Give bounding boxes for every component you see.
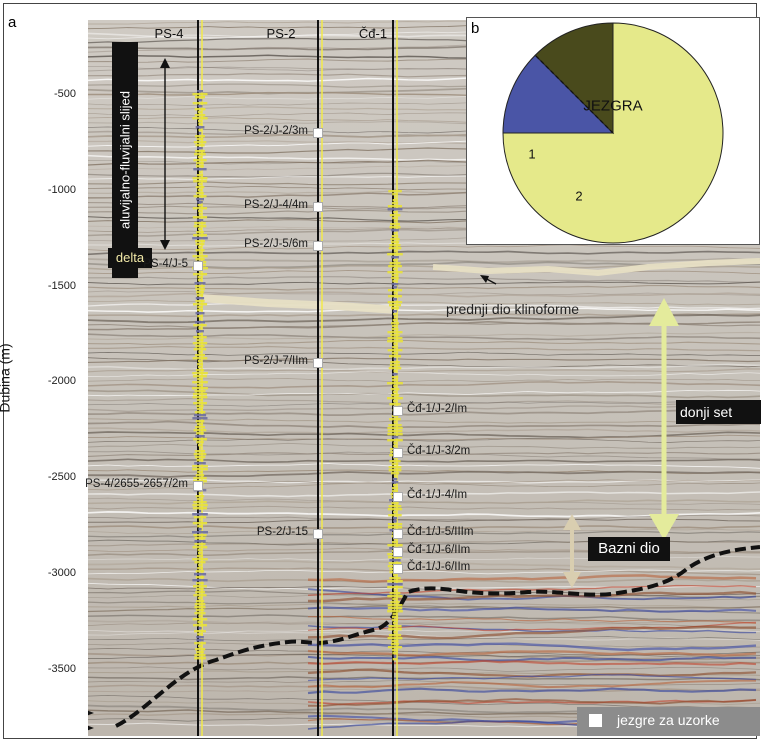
sample-label: PS-4/J-5	[143, 257, 188, 270]
strong-reflector	[307, 625, 757, 640]
sample-label: PS-2/J-4/4m	[244, 199, 308, 212]
pie-label: 2	[575, 188, 583, 204]
y-tick-label: -1000	[47, 183, 76, 196]
pie-slice	[534, 22, 614, 135]
sample-marker	[393, 406, 403, 416]
klinoforme-lower	[199, 294, 399, 314]
well-track-cd1	[387, 20, 403, 736]
sample-label: Čđ-1/J-3/2m	[407, 445, 471, 458]
klinoforme-label: prednji dio klinoforme	[446, 301, 580, 317]
y-tick-label: -2500	[47, 471, 76, 483]
sample-marker	[313, 128, 323, 139]
well-track-ps2	[317, 20, 323, 736]
y-tick-label: -1500	[47, 279, 76, 292]
sample-label: Čđ-1/J-6/IIm	[407, 543, 471, 556]
well-tracks	[192, 20, 403, 736]
panel-b-letter: b	[471, 20, 480, 37]
seismic-section	[88, 20, 760, 736]
legend-label: jezgre za uzorke	[617, 712, 720, 728]
donji-set-label: donji set	[676, 400, 761, 424]
y-axis-title: Dubina (m)	[0, 343, 13, 413]
base-horizon-line	[115, 545, 760, 728]
sample-marker	[193, 480, 203, 491]
strong-reflector	[307, 606, 757, 613]
sample-label: Čđ-1/J-2/Im	[407, 403, 468, 415]
alluvial-label-box	[112, 42, 138, 278]
sample-label: Čđ-1/J-4/Im	[407, 489, 468, 502]
legend-swatch	[589, 714, 602, 727]
sample-marker	[313, 528, 323, 539]
panel-a-letter: a	[8, 14, 17, 31]
sample-marker	[193, 260, 203, 271]
strong-reflector	[308, 590, 757, 603]
well-label-ps4: PS-4	[154, 26, 184, 41]
pie-divider	[534, 54, 614, 134]
sample-marker	[313, 241, 323, 252]
sample-label: Čđ-1/J-6/IIm	[407, 561, 471, 573]
delta-label: delta	[108, 248, 152, 268]
sample-label: PS-2/J-5/6m	[244, 238, 308, 251]
sample-label: PS-2/J-15	[256, 525, 308, 538]
sample-marker	[313, 202, 323, 213]
sample-marker	[393, 492, 403, 503]
strong-reflector	[308, 698, 757, 707]
pie-chart	[502, 22, 724, 244]
well-label-cd1: Čđ-1	[358, 26, 388, 41]
strong-reflector	[307, 615, 757, 624]
klinoforme-upper	[432, 258, 760, 277]
strong-reflector	[307, 642, 757, 652]
strong-reflector	[307, 687, 757, 695]
pie-slice	[502, 54, 615, 134]
strong-reflector	[307, 655, 757, 662]
sample-marker	[393, 448, 403, 459]
alluvial-label: aluvijalno-fluvijalni slijed	[117, 90, 133, 230]
strong-reflector	[307, 679, 756, 689]
well-track-ps4	[192, 20, 208, 736]
strong-reflector	[307, 588, 757, 601]
arrows	[160, 58, 679, 588]
sample-marker	[313, 358, 323, 369]
strong-reflector	[307, 673, 757, 682]
strong-reflector	[307, 649, 757, 657]
y-tick-label: -3500	[47, 662, 76, 675]
y-tick-label: -2000	[47, 375, 76, 388]
bazni-dio-label: Bazni dio	[588, 537, 670, 561]
sample-label: PS-2/J-2/3m	[244, 125, 308, 138]
sample-label: PS-2/J-7/IIm	[244, 355, 308, 368]
sample-marker	[393, 564, 403, 574]
legend	[577, 707, 760, 736]
y-tick-label: -3000	[47, 566, 76, 579]
y-tick-label: -500	[53, 88, 76, 100]
sample-marker	[393, 528, 403, 539]
sample-label: Čđ-1/J-5/IIIm	[407, 525, 474, 538]
sample-marker	[393, 546, 403, 557]
strong-reflector	[307, 584, 757, 596]
pie-label: JEZGRA	[583, 97, 643, 115]
well-label-ps2: PS-2	[266, 26, 296, 41]
sample-label: PS-4/2655-2657/2m	[85, 477, 188, 490]
strong-reflector	[307, 574, 757, 583]
pie-label: 1	[528, 146, 536, 162]
strong-reflector	[307, 659, 757, 666]
